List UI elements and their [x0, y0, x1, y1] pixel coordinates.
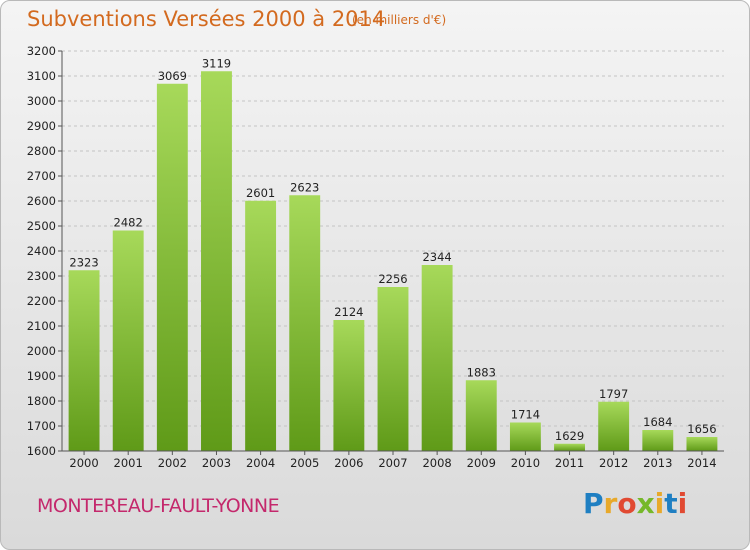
logo-letter: i [677, 487, 688, 520]
x-tick-label: 2009 [467, 456, 496, 470]
x-tick-label: 2000 [69, 456, 98, 470]
y-tick-label: 3200 [27, 44, 56, 58]
bar [642, 430, 674, 451]
y-tick-label: 1900 [27, 369, 56, 383]
proxiti-logo[interactable]: Proxiti [583, 487, 687, 520]
bar-value-label: 1684 [643, 415, 672, 429]
logo-letter: x [636, 487, 655, 520]
bar [509, 422, 541, 451]
commune-name: MONTEREAU-FAULT-YONNE [37, 495, 280, 517]
bar [554, 443, 585, 451]
bar [465, 380, 497, 451]
x-tick-label: 2002 [158, 456, 187, 470]
x-tick-label: 2008 [422, 456, 451, 470]
y-tick-label: 1600 [27, 444, 56, 458]
logo-letter: t [664, 487, 678, 520]
logo-letter: i [654, 487, 665, 520]
bar-value-label: 1714 [511, 408, 540, 422]
x-tick-label: 2011 [555, 456, 584, 470]
chart-unit-note: (en milliers d'€) [352, 13, 447, 27]
y-tick-label: 2900 [27, 119, 56, 133]
x-tick-label: 2001 [114, 456, 143, 470]
y-tick-label: 2000 [27, 344, 56, 358]
bar-value-label: 3069 [158, 69, 187, 83]
y-tick-label: 2800 [27, 144, 56, 158]
y-tick-label: 2200 [27, 294, 56, 308]
y-tick-label: 1700 [27, 419, 56, 433]
bar-value-label: 2623 [290, 180, 319, 194]
axes: 1600 1700 1800 1900 2000 2100 2200 2300 2400 2500… [27, 44, 724, 470]
bar [289, 195, 321, 451]
bar [421, 265, 453, 451]
bar-value-label: 2256 [378, 272, 407, 286]
bar [377, 287, 409, 451]
bar [68, 270, 100, 451]
bars: 2323 2482 3069 3119 2601 2623 2124 2256 2344 1883… [68, 56, 718, 451]
bar-value-label: 3119 [202, 56, 231, 70]
chart-title: Subventions Versées 2000 à 2014 [27, 7, 386, 31]
bar [156, 83, 188, 451]
bar-value-label: 2601 [246, 186, 275, 200]
y-tick-label: 2100 [27, 319, 56, 333]
bar [686, 437, 718, 451]
x-tick-label: 2012 [599, 456, 628, 470]
logo-letter: o [617, 487, 637, 520]
bar [112, 230, 144, 451]
logo-letter: P [583, 487, 604, 520]
x-tick-label: 2010 [511, 456, 540, 470]
y-tick-label: 2500 [27, 219, 56, 233]
x-tick-label: 2007 [378, 456, 407, 470]
y-tick-label: 2400 [27, 244, 56, 258]
y-tick-label: 2300 [27, 269, 56, 283]
bar [201, 71, 232, 451]
bar-value-label: 2323 [69, 255, 98, 269]
y-tick-label: 2700 [27, 169, 56, 183]
x-tick-label: 2005 [290, 456, 319, 470]
bar-value-label: 2344 [422, 250, 451, 264]
y-tick-label: 3100 [27, 69, 56, 83]
x-tick-label: 2003 [202, 456, 231, 470]
bar-value-label: 2482 [114, 216, 143, 230]
bar-value-label: 1656 [687, 422, 716, 436]
x-tick-label: 2006 [334, 456, 363, 470]
bar-value-label: 1629 [555, 429, 584, 443]
x-tick-label: 2013 [643, 456, 672, 470]
y-tick-label: 2600 [27, 194, 56, 208]
logo-letter: r [603, 487, 618, 520]
bar [598, 401, 630, 451]
y-tick-label: 3000 [27, 94, 56, 108]
bar [245, 200, 277, 451]
bar-value-label: 2124 [334, 305, 363, 319]
x-tick-label: 2004 [246, 456, 275, 470]
y-tick-label: 1800 [27, 394, 56, 408]
bar-value-label: 1883 [467, 365, 496, 379]
x-tick-label: 2014 [687, 456, 716, 470]
bar [333, 320, 365, 451]
bar-value-label: 1797 [599, 387, 628, 401]
